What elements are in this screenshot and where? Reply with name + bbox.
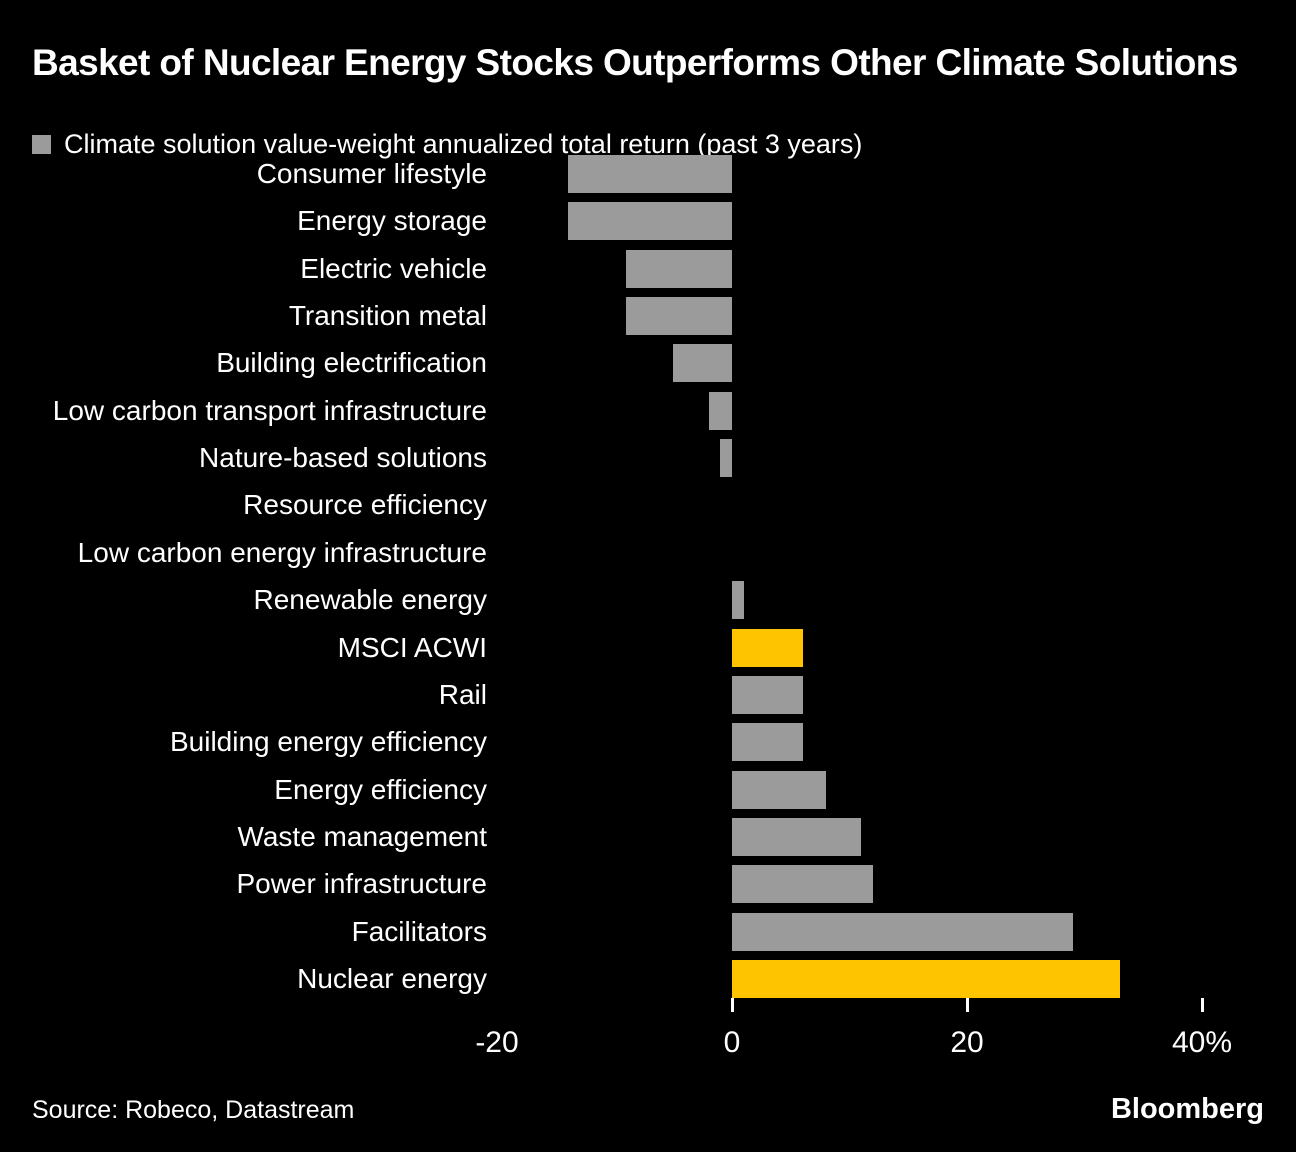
category-label-energy-efficiency: Energy efficiency: [274, 773, 487, 805]
bar-electric-vehicle: [626, 249, 732, 288]
bloomberg-logo: Bloomberg: [1110, 1093, 1264, 1125]
legend-label: Climate solution value-weight annualized…: [64, 129, 863, 159]
category-label-waste-management: Waste management: [237, 820, 487, 852]
axis-tick-0: [731, 998, 734, 1012]
bar-waste-management: [732, 817, 862, 856]
axis-tick-label-40: 40%: [1171, 1026, 1233, 1059]
category-label-renewable-energy: Renewable energy: [253, 584, 488, 616]
category-label-building-energy-efficiency: Building energy efficiency: [169, 726, 487, 758]
bar-nuclear-energy: [732, 959, 1120, 998]
bar-msci-acwi: [732, 628, 803, 667]
bar-renewable-energy: [732, 581, 744, 620]
category-label-building-electrification: Building electrification: [216, 347, 487, 379]
axis-tick-label--20: -20: [475, 1026, 519, 1059]
category-label-nuclear-energy: Nuclear energy: [297, 962, 487, 994]
category-label-electric-vehicle: Electric vehicle: [300, 252, 487, 284]
bar-transition-metal: [626, 297, 732, 336]
bar-building-energy-efficiency: [732, 723, 803, 762]
bar-low-carbon-transport-infrastructure: [708, 391, 732, 430]
category-label-consumer-lifestyle: Consumer lifestyle: [256, 158, 487, 189]
category-label-nature-based-solutions: Nature-based solutions: [199, 442, 487, 474]
axis-tick-20: [966, 998, 969, 1012]
axis-tick-40: [1201, 998, 1204, 1012]
legend: Climate solution value-weight annualized…: [32, 129, 862, 160]
source-note: Source: Robeco, Datastream: [32, 1096, 355, 1124]
chart-title: Basket of Nuclear Energy Stocks Outperfo…: [32, 42, 1238, 83]
category-label-resource-efficiency: Resource efficiency: [243, 489, 487, 521]
bar-building-electrification: [673, 344, 732, 383]
bar-energy-efficiency: [732, 770, 826, 809]
category-label-low-carbon-transport-infrastructure: Low carbon transport infrastructure: [52, 394, 487, 426]
bar-power-infrastructure: [732, 865, 873, 904]
category-label-energy-storage: Energy storage: [297, 205, 487, 237]
category-label-facilitators: Facilitators: [351, 915, 487, 947]
axis-tick-label-20: 20: [950, 1026, 984, 1059]
category-label-msci-acwi: MSCI ACWI: [337, 631, 487, 663]
axis-tick-label-0: 0: [723, 1026, 741, 1059]
category-label-low-carbon-energy-infrastructure: Low carbon energy infrastructure: [77, 536, 487, 568]
bar-rail: [732, 675, 803, 714]
legend-swatch-icon: [32, 135, 51, 154]
bar-consumer-lifestyle: [567, 155, 732, 193]
bar-nature-based-solutions: [720, 439, 732, 478]
bar-facilitators: [732, 912, 1073, 951]
category-label-transition-metal: Transition metal: [288, 300, 487, 332]
bar-energy-storage: [567, 202, 732, 241]
category-label-power-infrastructure: Power infrastructure: [236, 868, 487, 900]
category-label-rail: Rail: [438, 678, 487, 710]
